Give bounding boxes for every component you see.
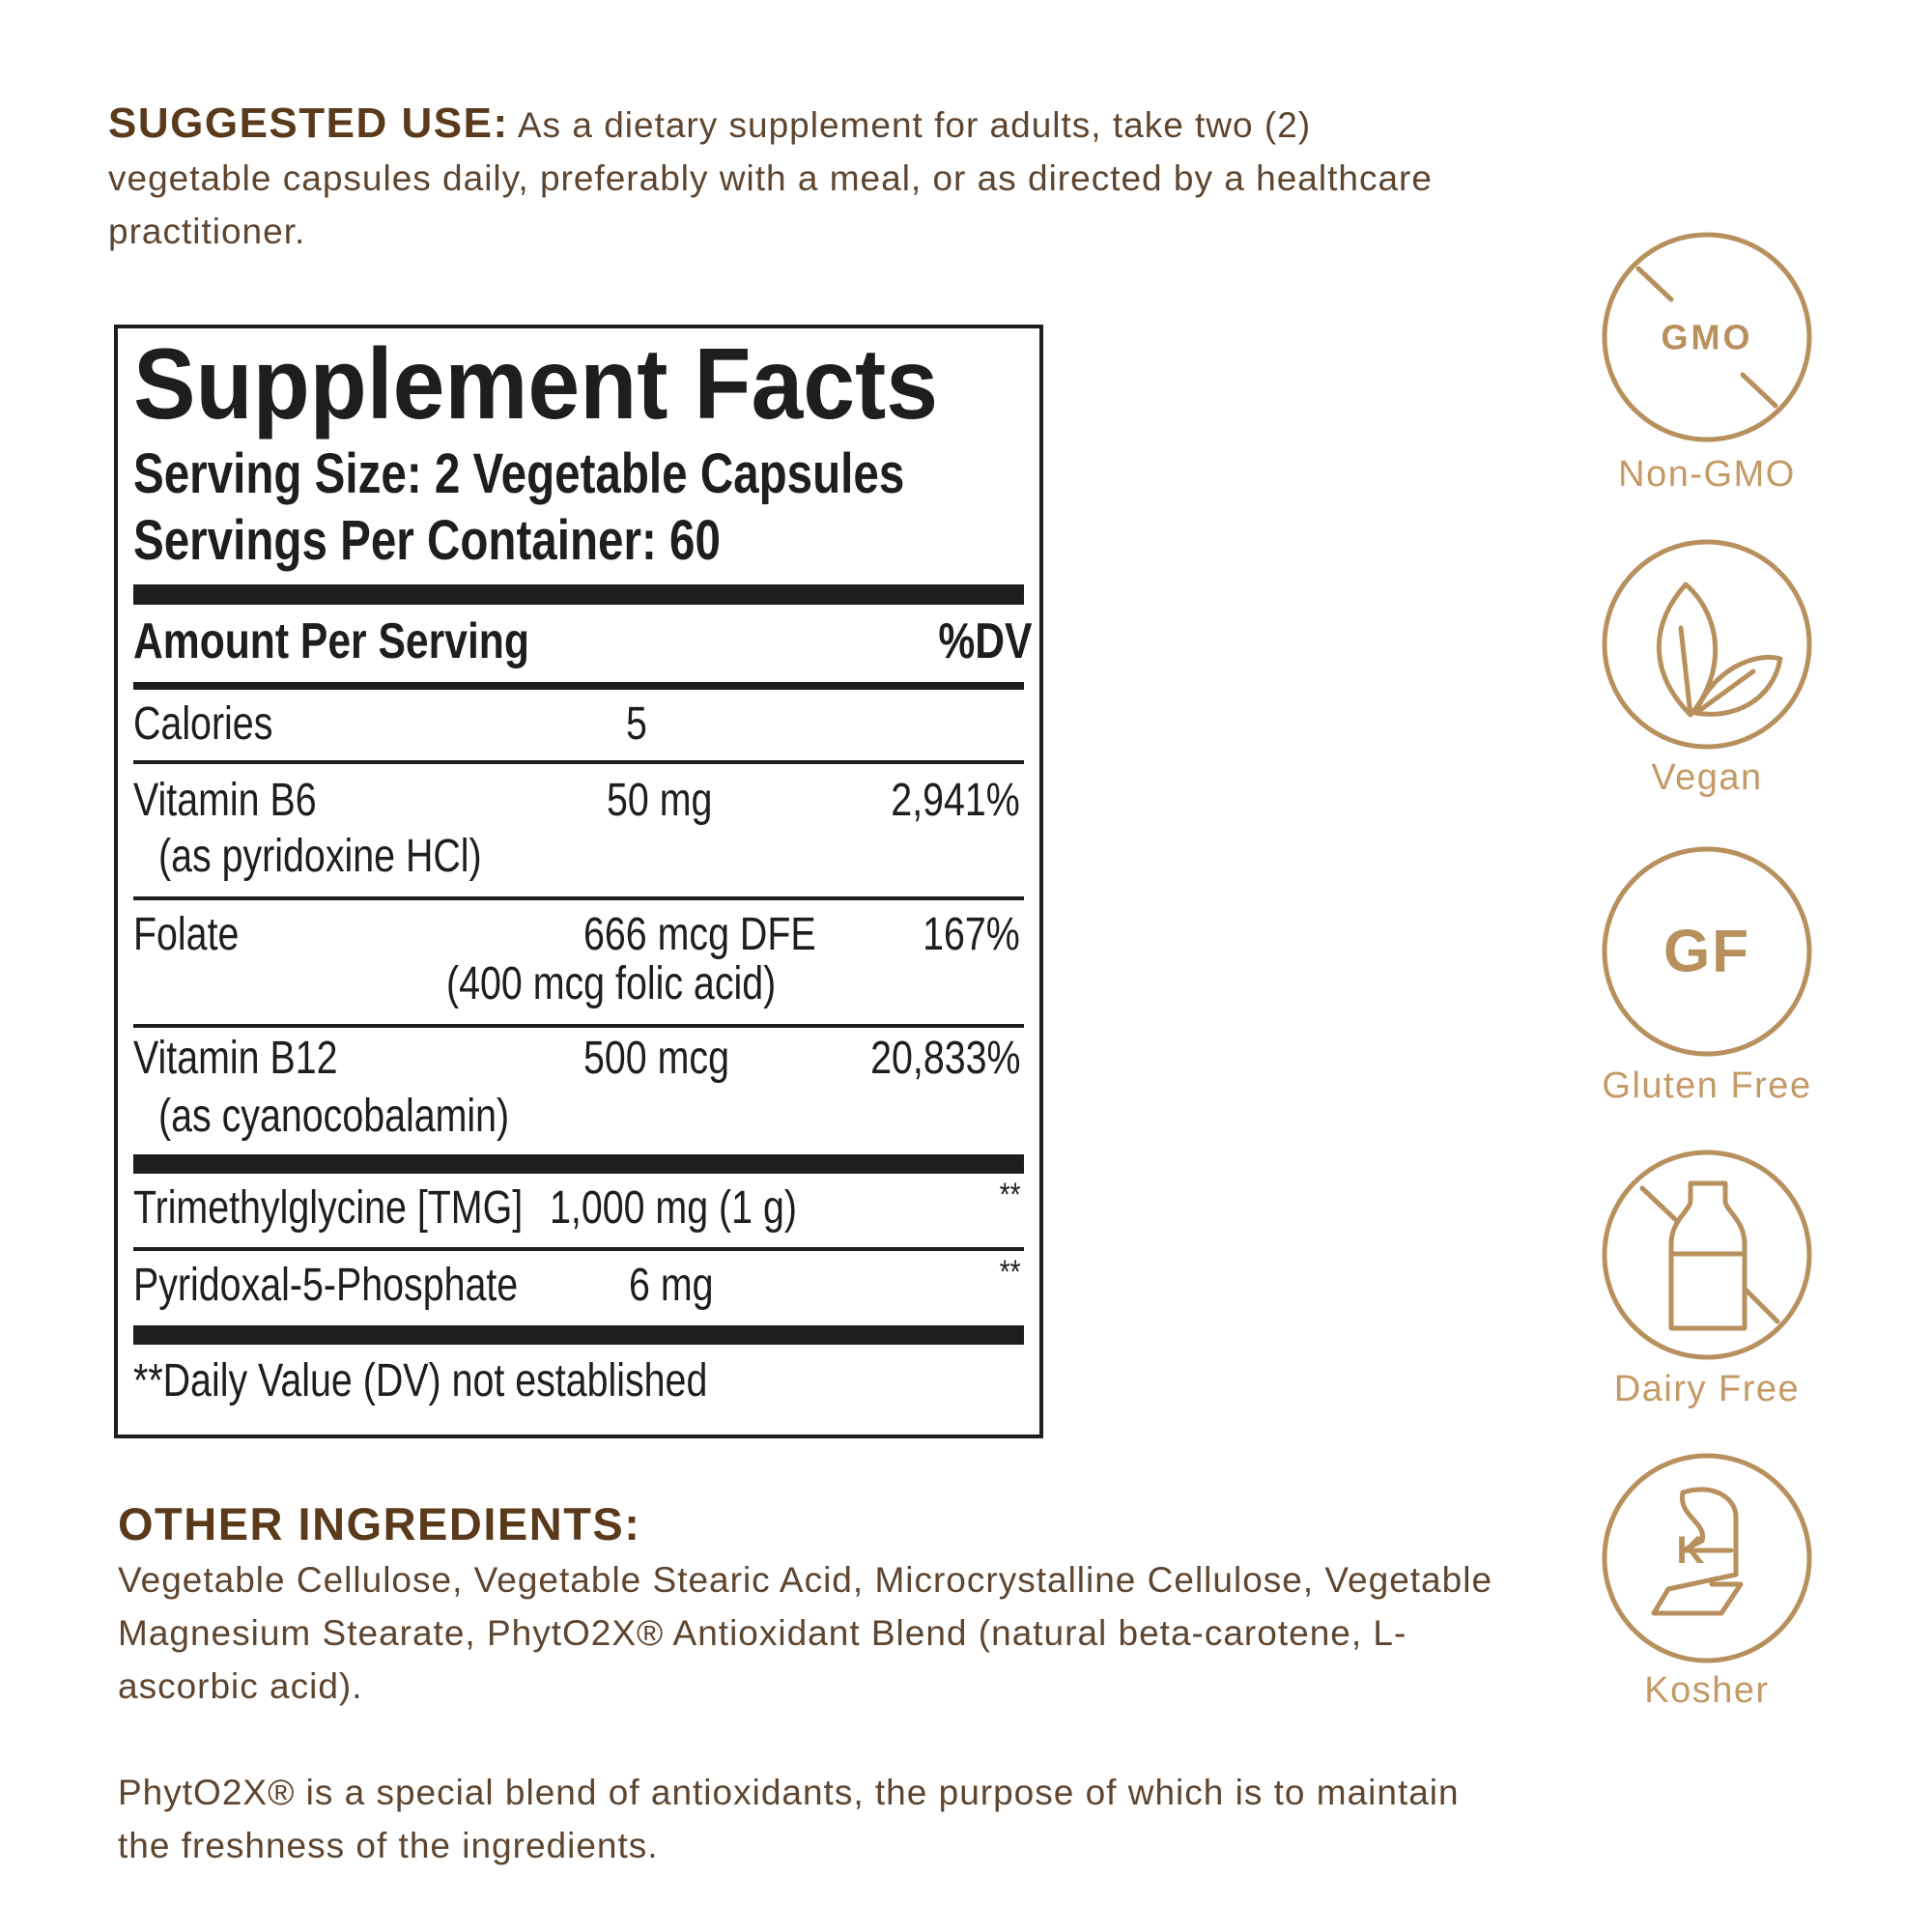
slash [1639, 1185, 1680, 1224]
row-dv: 2,941% [891, 775, 1020, 826]
note: PhytO2X® is a special blend of antioxida… [118, 1773, 1460, 1865]
rule [133, 760, 1024, 764]
badge-circle [1602, 1150, 1812, 1360]
row-name: Folate [133, 909, 240, 960]
badge-label: Vegan [1651, 757, 1763, 798]
servings-per-container: Servings Per Container: 60 [133, 509, 721, 572]
footnote: **Daily Value (DV) not established [133, 1355, 708, 1406]
leaf-icon [1656, 582, 1719, 718]
rule [133, 1024, 1024, 1028]
badge-label: Dairy Free [1613, 1369, 1801, 1409]
leaf-icon [1692, 654, 1783, 717]
suggested-use: SUGGESTED USE: As a dietary supplement f… [108, 97, 1461, 258]
header-amount: Amount Per Serving [133, 613, 529, 669]
row-name: Trimethylglycine [TMG] [133, 1182, 524, 1234]
rule [133, 584, 1024, 605]
supplement-facts: Supplement Facts Serving Size: 2 Vegetabl… [114, 325, 1043, 1438]
row-amount: 5 [626, 698, 647, 750]
kosher-k: K [1677, 1529, 1705, 1572]
row-dv: 20,833% [869, 1033, 1020, 1084]
bottle-icon [1668, 1180, 1747, 1331]
rule [133, 1325, 1024, 1345]
slash [1635, 266, 1674, 302]
badge-label: Non-GMO [1618, 454, 1796, 495]
badge-circle [1602, 1453, 1812, 1663]
other-ingredients-text: Vegetable Cellulose, Vegetable Stearic A… [118, 1560, 1493, 1706]
row-name: Pyridoxal-5-Phosphate [133, 1260, 519, 1311]
row-sub: (as pyridoxine HCl) [158, 831, 482, 882]
badge-circle [1602, 232, 1812, 442]
badge-icon-text: GMO [1662, 318, 1753, 357]
rule [133, 1154, 1024, 1174]
row-amount: 1,000 mg (1 g) [550, 1182, 797, 1234]
badges: K GMO GF [1602, 232, 1812, 1663]
slash [1740, 372, 1778, 409]
row-amount: 6 mg [629, 1260, 714, 1311]
suggested-use-label: SUGGESTED USE: [108, 99, 509, 147]
kosher-icon [1680, 1490, 1734, 1553]
row-name: Calories [133, 698, 273, 750]
slash [1742, 1286, 1780, 1324]
serving-size: Serving Size: 2 Vegetable Capsules [133, 442, 905, 505]
rule [133, 682, 1024, 690]
badge-circle [1602, 846, 1812, 1057]
row-dv: ** [999, 1254, 1020, 1291]
row-sub: (as cyanocobalamin) [158, 1091, 510, 1142]
other-ingredients-title: OTHER INGREDIENTS: [118, 1498, 641, 1549]
facts-title: Supplement Facts [133, 328, 939, 440]
row-amount: 666 mcg DFE [583, 909, 816, 960]
badge-label: Kosher [1644, 1670, 1770, 1711]
badge-icon-text: GF [1663, 919, 1750, 985]
badge-label: Gluten Free [1602, 1065, 1812, 1106]
suggested-use-text: As a dietary supplement for adults, take… [108, 105, 1433, 251]
row-dv: ** [999, 1177, 1020, 1213]
row-name: Vitamin B12 [133, 1033, 338, 1084]
row-dv: 167% [923, 909, 1020, 960]
row-name: Vitamin B6 [133, 775, 317, 826]
rule [133, 896, 1024, 900]
header-dv: %DV [937, 613, 1032, 669]
row-amount-sub: (400 mcg folic acid) [446, 958, 777, 1009]
row-amount: 500 mcg [583, 1033, 729, 1084]
row-amount: 50 mg [607, 775, 713, 826]
badge-circle [1602, 539, 1812, 750]
kosher-icon [1651, 1487, 1744, 1616]
rule [133, 1247, 1024, 1251]
